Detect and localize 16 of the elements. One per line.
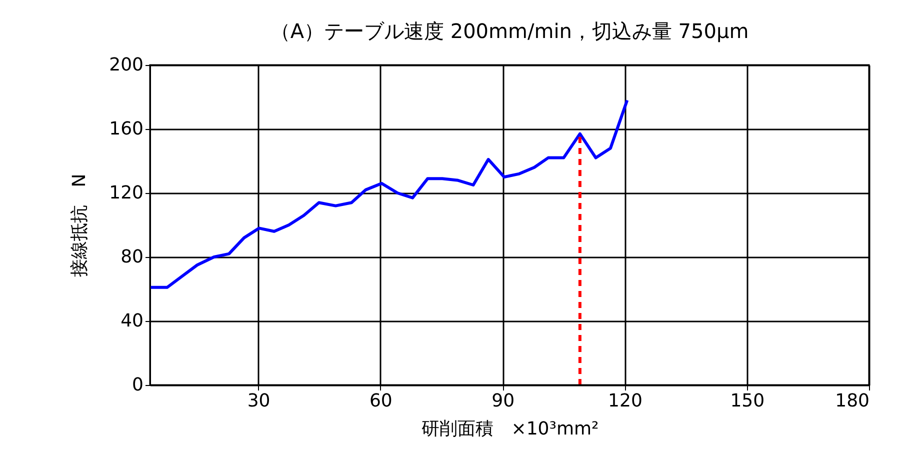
x-tick-label: 120 [608, 390, 642, 412]
x-axis-title: 研削面積 ×10³mm² [421, 418, 599, 440]
x-tick-label: 90 [492, 390, 515, 412]
y-axis-title: 接線抵抗 N [69, 174, 90, 278]
x-tick-label: 150 [730, 390, 765, 412]
x-tick-label: 180 [835, 390, 870, 412]
y-tick-label: 80 [120, 246, 144, 268]
line-series [150, 98, 629, 289]
y-tick-label: 120 [109, 182, 144, 204]
y-tick-label: 0 [132, 374, 144, 396]
y-tick-label: 160 [109, 118, 144, 140]
x-tick-label: 60 [369, 390, 392, 412]
x-tick-label: 30 [247, 390, 270, 412]
y-tick-label: 200 [109, 54, 144, 76]
y-tick-label: 40 [120, 310, 144, 332]
chart-title: （A）テーブル速度 200mm/min，切込み量 750μm [270, 19, 749, 43]
